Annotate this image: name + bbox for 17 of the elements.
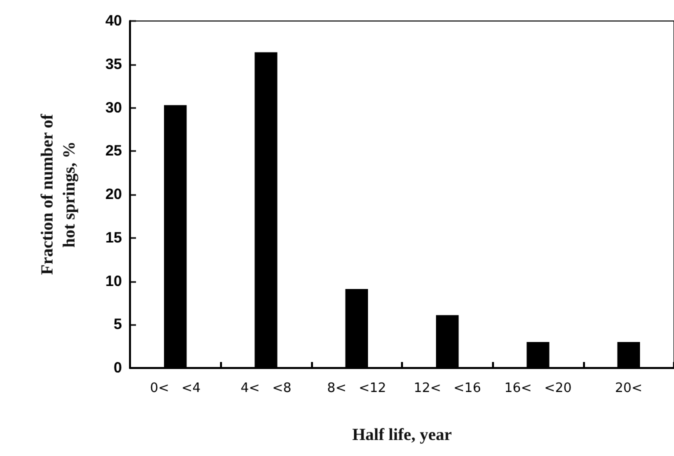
y-tick-label: 10 (105, 272, 122, 290)
y-tick-label: 25 (105, 142, 122, 160)
y-tick-label: 35 (105, 56, 122, 73)
x-axis-title: Half life, year (352, 425, 452, 444)
x-tick-label: 4< <8 (240, 381, 292, 396)
y-tick-label: 40 (105, 12, 122, 30)
y-tick-label: 30 (105, 99, 122, 116)
y-tick-label: 0 (114, 360, 122, 376)
x-tick-label: 12< <16 (414, 381, 481, 396)
y-tick-label: 5 (114, 316, 122, 334)
x-tick-label: 20< (614, 381, 642, 396)
y-axis-title: Fraction of number of hot springs, % (38, 114, 78, 275)
x-tick-label: 16< <20 (504, 381, 572, 396)
y-tick-label: 20 (105, 186, 122, 203)
y-tick-label: 15 (105, 229, 122, 246)
x-tick-label: 0< <4 (150, 381, 201, 396)
x-tick-label: 8< <12 (327, 381, 386, 396)
